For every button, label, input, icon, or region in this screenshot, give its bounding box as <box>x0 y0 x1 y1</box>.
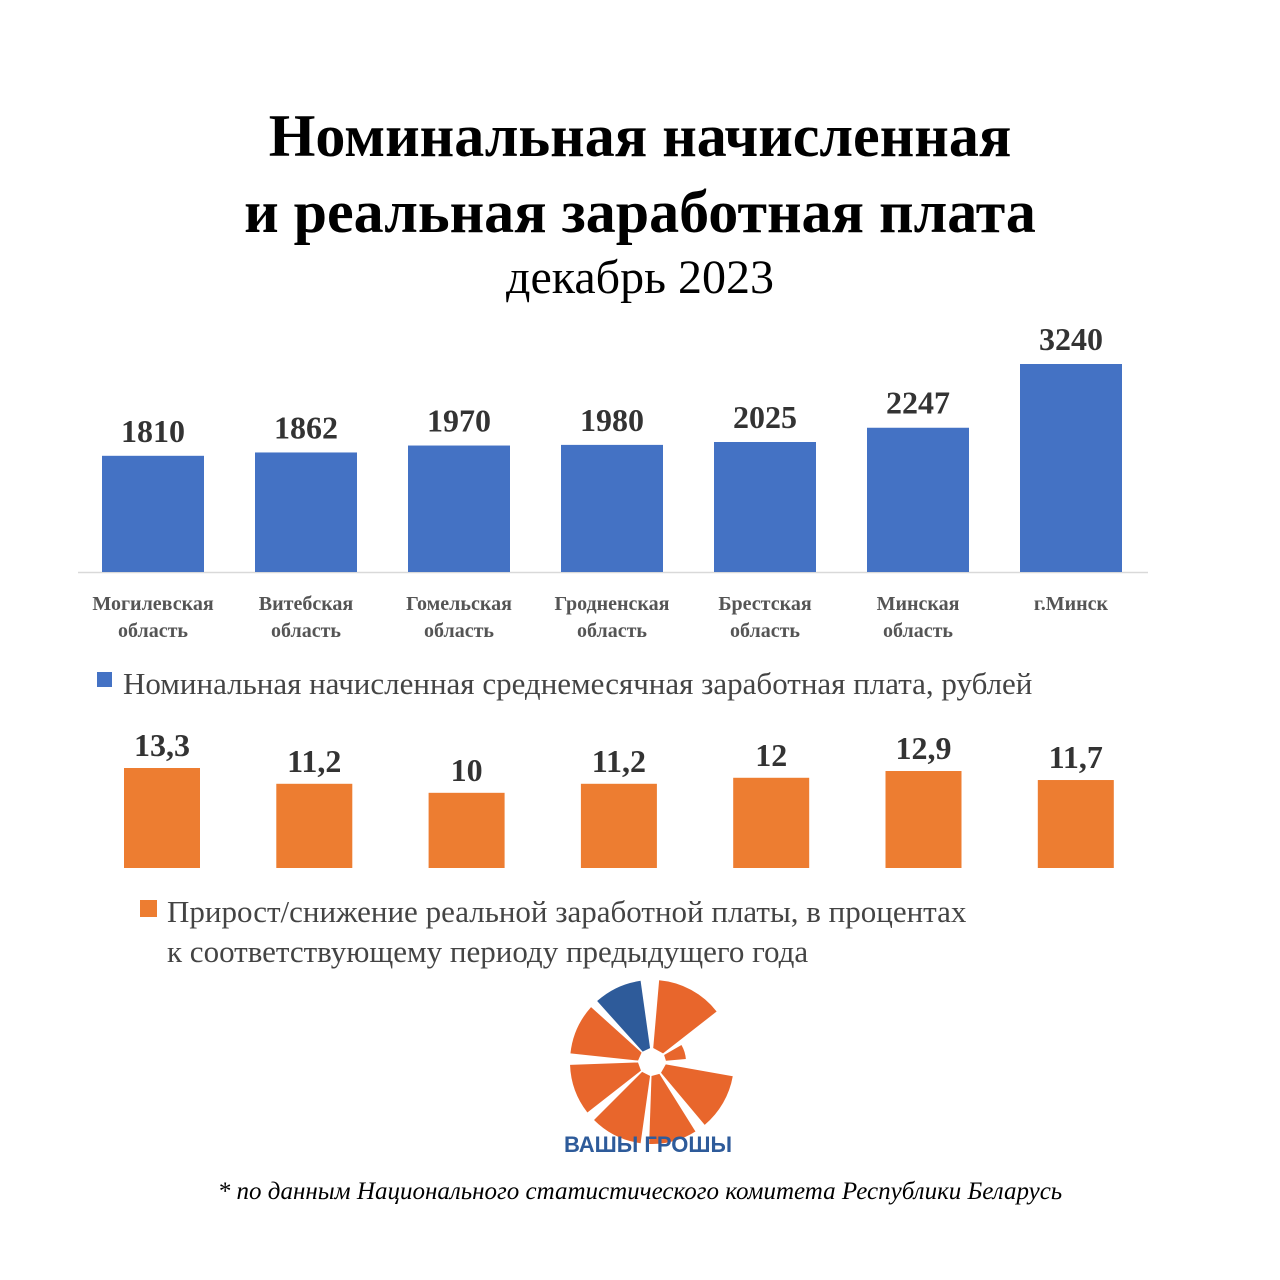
category-label: Гродненская <box>555 593 670 615</box>
data-label: 11,2 <box>592 743 646 779</box>
category-label: область <box>271 620 341 642</box>
bar-nominal-wage <box>561 444 663 572</box>
category-label: Гомельская <box>406 593 512 615</box>
data-label: 13,3 <box>134 727 190 763</box>
category-label: Минская <box>877 593 960 615</box>
legend-swatch-nominal <box>97 672 112 687</box>
category-label: область <box>883 620 953 642</box>
bar-real-wage-change <box>733 777 810 868</box>
category-label: область <box>577 620 647 642</box>
logo-icon <box>570 980 733 1145</box>
category-label: область <box>730 620 800 642</box>
legend-label-real: к соответствующему периоду предыдущего г… <box>167 934 808 969</box>
category-label: Брестская <box>718 593 812 615</box>
bar-real-wage-change <box>1037 780 1114 868</box>
bar-real-wage-change <box>276 783 353 868</box>
category-label: Могилевская <box>92 593 213 615</box>
bar-nominal-wage <box>102 455 204 572</box>
chart-subtitle: декабрь 2023 <box>506 251 774 304</box>
bar-real-wage-change <box>428 792 505 868</box>
logo-segment <box>653 980 717 1054</box>
bar-nominal-wage <box>408 445 510 572</box>
category-label: Витебская <box>259 593 354 615</box>
logo-segment <box>570 1062 641 1113</box>
bar-real-wage-change <box>580 783 657 868</box>
logo-segment <box>649 1073 696 1145</box>
logo-segment <box>570 1007 642 1061</box>
chart-title: Номинальная начисленная и реальная зараб… <box>0 98 1280 250</box>
data-label: 11,7 <box>1049 739 1103 775</box>
bar-nominal-wage <box>255 452 357 572</box>
data-label: 2247 <box>886 385 950 421</box>
logo-segment <box>664 1045 686 1061</box>
data-label: 11,2 <box>287 743 341 779</box>
data-label: 1970 <box>427 403 491 439</box>
bar-real-wage-change <box>124 768 200 868</box>
bar-real-wage-change <box>885 771 962 868</box>
bar-nominal-wage <box>714 442 816 572</box>
data-label: 10 <box>451 752 483 788</box>
title-line: и реальная заработная плата <box>244 179 1036 245</box>
source-note: * по данным Национального статистическог… <box>217 1178 1063 1205</box>
data-label: 1862 <box>274 409 338 445</box>
title-line: Номинальная начисленная <box>268 103 1012 169</box>
data-label: 12 <box>755 737 787 773</box>
logo-segment <box>594 1071 651 1144</box>
category-label: область <box>118 620 188 642</box>
data-label: 1810 <box>121 413 185 449</box>
logo-text: ВАШЫ ГРОШЫ <box>563 1132 733 1157</box>
data-label: 1980 <box>580 402 644 438</box>
category-label: область <box>424 620 494 642</box>
legend-label-nominal: Номинальная начисленная среднемесячная з… <box>123 666 1032 701</box>
data-label: 12,9 <box>896 730 952 766</box>
logo-segment <box>597 980 651 1052</box>
legend-swatch-real <box>140 900 157 917</box>
data-label: 2025 <box>733 399 797 435</box>
data-label: 3240 <box>1039 321 1103 357</box>
category-label: г.Минск <box>1034 593 1109 615</box>
bar-nominal-wage <box>867 427 969 572</box>
legend-label-real: Прирост/снижение реальной заработной пла… <box>167 894 967 929</box>
logo-segment <box>660 1064 733 1125</box>
bar-nominal-wage <box>1020 364 1122 572</box>
